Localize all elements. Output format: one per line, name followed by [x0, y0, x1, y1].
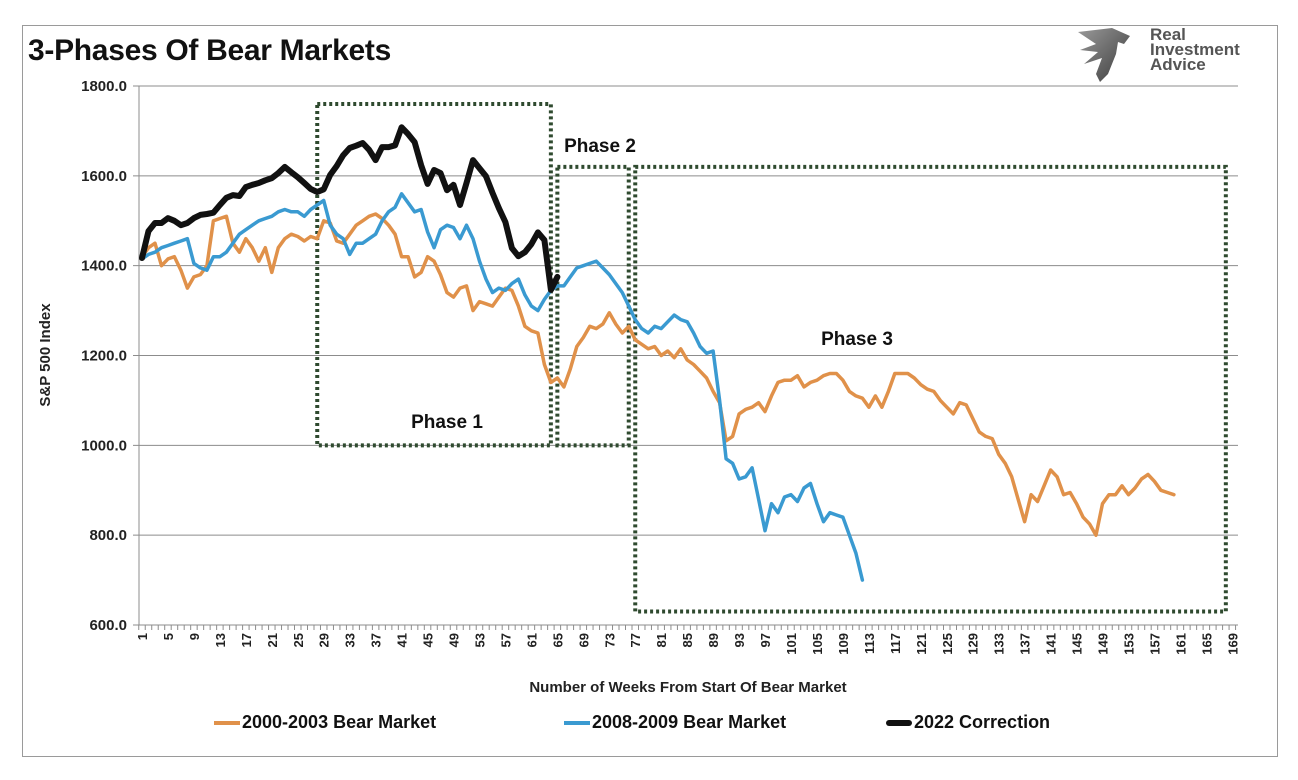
phase-label-3: Phase 3 — [821, 329, 893, 350]
x-tick-label: 37 — [369, 633, 384, 647]
x-tick-label: 137 — [1018, 633, 1033, 655]
x-tick-label: 157 — [1147, 633, 1162, 655]
legend-label: 2022 Correction — [914, 712, 1051, 732]
phase-box-3 — [633, 164, 1228, 614]
eagle-icon — [1078, 28, 1130, 82]
y-axis-ticks: 600.0 800.0 1000.0 1200.0 1400.0 1600.0 1800.0 — [81, 78, 127, 634]
y-tick-label: 1000.0 — [81, 437, 127, 454]
y-tick-label: 600.0 — [89, 617, 127, 634]
x-tick-label: 133 — [992, 633, 1007, 655]
y-tick-label: 1600.0 — [81, 168, 127, 185]
legend-item-2022: 2022 Correction — [886, 712, 1050, 733]
legend-swatch — [214, 720, 240, 725]
x-tick-label: 61 — [524, 633, 539, 647]
x-tick-label: 13 — [213, 633, 228, 647]
brand-logo — [1072, 24, 1272, 86]
x-tick-label: 73 — [602, 633, 617, 647]
x-tick-label: 57 — [498, 633, 513, 647]
x-tick-label: 89 — [706, 633, 721, 647]
phase-box-2 — [555, 164, 631, 448]
x-axis-title: Number of Weeks From Start Of Bear Marke… — [529, 679, 846, 696]
x-tick-label: 81 — [654, 633, 669, 647]
series-lines — [139, 124, 1176, 582]
x-tick-label: 5 — [161, 633, 176, 640]
x-tick-label: 49 — [447, 633, 462, 647]
x-tick-label: 117 — [888, 633, 903, 654]
x-tick-label: 125 — [940, 633, 955, 655]
x-tick-label: 145 — [1070, 633, 1085, 655]
x-tick-label: 149 — [1096, 633, 1111, 655]
x-axis: 1 5 9 13 17 21 25 29 33 37 41 45 49 53 57 61 65 69 73 77 81 8… — [135, 625, 1240, 655]
x-tick-label: 21 — [265, 633, 280, 647]
chart-frame — [22, 25, 1278, 757]
x-tick-label: 113 — [862, 633, 877, 654]
brand-line-2: Investment — [1150, 40, 1240, 59]
y-tick-label: 1400.0 — [81, 258, 127, 275]
x-tick-label: 1 — [135, 633, 150, 640]
x-tick-label: 141 — [1044, 633, 1059, 655]
phase-label-1: Phase 1 — [411, 412, 483, 433]
x-tick-label: 45 — [421, 633, 436, 647]
x-tick-label: 105 — [810, 633, 825, 655]
x-tick-label: 97 — [758, 633, 773, 647]
x-tick-label: 109 — [836, 633, 851, 655]
brand-line-1: Real — [1150, 25, 1186, 44]
legend: 2000-2003 Bear Market 2008-2009 Bear Mar… — [0, 712, 1298, 738]
x-tick-label: 161 — [1173, 633, 1188, 655]
brand-name: Real Investment Advice — [1150, 25, 1240, 74]
x-tick-label: 93 — [732, 633, 747, 647]
x-tick-label: 29 — [317, 633, 332, 647]
x-tick-label: 153 — [1121, 633, 1136, 655]
x-tick-label: 33 — [343, 633, 358, 647]
x-tick-label: 65 — [550, 633, 565, 647]
legend-label: 2000-2003 Bear Market — [242, 712, 437, 732]
x-tick-label: 77 — [628, 633, 643, 647]
x-tick-label: 25 — [291, 633, 306, 647]
x-tick-label: 17 — [239, 633, 254, 647]
series-line-2008-2009-bear-market — [140, 192, 865, 582]
series-line-2022-correction — [139, 124, 561, 293]
x-tick-label: 9 — [187, 633, 202, 640]
legend-label: 2008-2009 Bear Market — [592, 712, 787, 732]
y-tick-label: 1200.0 — [81, 348, 127, 365]
x-tick-label: 101 — [784, 633, 799, 655]
legend-swatch — [564, 720, 590, 725]
phase-box-1 — [315, 101, 553, 448]
y-tick-label: 800.0 — [89, 527, 127, 544]
x-tick-label: 169 — [1225, 633, 1240, 655]
x-tick-label: 69 — [576, 633, 591, 647]
x-tick-label: 85 — [680, 633, 695, 647]
x-tick-label: 121 — [914, 633, 929, 655]
y-axis-title: S&P 500 Index — [37, 303, 54, 407]
x-tick-label: 53 — [472, 633, 487, 647]
chart-title: 3-Phases Of Bear Markets — [28, 34, 391, 67]
phase-label-2: Phase 2 — [564, 136, 636, 157]
x-tick-label: 165 — [1199, 633, 1214, 655]
legend-swatch — [886, 719, 912, 726]
legend-item-2000-2003: 2000-2003 Bear Market — [214, 712, 436, 733]
legend-item-2008-2009: 2008-2009 Bear Market — [564, 712, 786, 733]
y-tick-label: 1800.0 — [81, 78, 127, 95]
series-line-2000-2003-bear-market — [140, 212, 1176, 537]
brand-line-3: Advice — [1150, 55, 1206, 74]
x-tick-label: 129 — [966, 633, 981, 655]
x-tick-label: 41 — [395, 633, 410, 647]
